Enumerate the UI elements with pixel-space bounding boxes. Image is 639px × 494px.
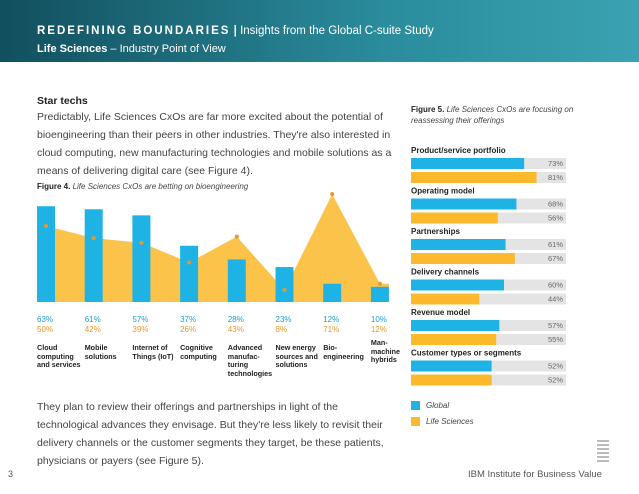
header-band — [0, 0, 639, 62]
bar — [411, 374, 492, 386]
value-label: 12% — [371, 325, 387, 334]
value-label: 8% — [276, 325, 288, 334]
value-label: 68% — [548, 199, 563, 208]
subtitle: Insights from the Global C-suite Study — [240, 25, 434, 37]
category-label: Partnerships — [411, 227, 460, 236]
dot — [139, 240, 144, 245]
bar — [84, 209, 103, 302]
value-label: 52% — [548, 375, 563, 384]
value-label: 60% — [548, 280, 563, 289]
bar — [411, 279, 504, 291]
legend-label: Life Sciences — [426, 417, 474, 426]
value-label: 50% — [37, 325, 53, 334]
value-label: 26% — [180, 325, 196, 334]
value-label: 61% — [548, 240, 563, 249]
category-label: Internet of Things (IoT) — [132, 343, 174, 361]
bar — [411, 158, 525, 169]
bar — [180, 245, 199, 302]
value-label: 55% — [548, 335, 563, 344]
value-label: 12% — [323, 315, 339, 324]
legend-swatch — [411, 417, 420, 426]
industry: Life Sciences — [37, 43, 108, 55]
dot — [187, 260, 192, 265]
value-label: 44% — [548, 294, 563, 303]
header-sub: Life Sciences – Industry Point of View — [37, 43, 226, 55]
dot — [44, 224, 48, 228]
value-label: 71% — [323, 325, 339, 334]
fig-title: Life Sciences CxOs are focusing on reass… — [411, 105, 574, 125]
bar — [411, 360, 492, 372]
fig-title: Life Sciences CxOs are betting on bioeng… — [72, 182, 249, 191]
heading: Star techs — [37, 95, 88, 107]
dot — [377, 281, 382, 286]
bar — [411, 239, 506, 250]
separator: | — [233, 25, 237, 37]
category-label: Advanced manufac-turing technologies — [227, 343, 273, 378]
bar — [323, 283, 342, 302]
category-label: New energy sources and solutions — [275, 343, 318, 369]
value-label: 42% — [85, 325, 101, 334]
value-label: 23% — [276, 315, 292, 324]
category-label: Mobile solutions — [84, 343, 117, 361]
category-label: Delivery channels — [411, 268, 480, 277]
value-label: 52% — [548, 361, 563, 370]
bar — [132, 215, 151, 302]
category-label: Bio-engineering — [323, 343, 364, 361]
bar — [37, 206, 55, 302]
brand: IBM Institute for Business Value — [468, 469, 602, 480]
value-label: 39% — [132, 325, 148, 334]
dot — [91, 236, 96, 241]
logo — [597, 440, 609, 462]
category-label: Product/service portfolio — [411, 146, 506, 155]
bar — [411, 212, 498, 224]
value-label: 81% — [548, 173, 563, 182]
value-label: 37% — [180, 315, 196, 324]
value-label: 57% — [548, 321, 563, 330]
bar — [370, 286, 389, 302]
value-label: 10% — [371, 315, 387, 324]
dot — [282, 287, 287, 292]
category-label: Cognitive computing — [180, 343, 217, 361]
category-label: Operating model — [411, 187, 475, 196]
value-label: 57% — [132, 315, 148, 324]
bar — [275, 267, 294, 302]
legend-label: Global — [426, 401, 449, 410]
bar — [411, 172, 537, 183]
category-label: Cloud computing and services — [37, 343, 81, 369]
value-label: 56% — [548, 213, 563, 222]
value-label: 73% — [548, 159, 563, 168]
bar — [227, 259, 246, 302]
page-number: 3 — [8, 469, 14, 479]
bar — [411, 253, 515, 264]
title: REDEFINING BOUNDARIES — [37, 25, 231, 37]
paragraph: Predictably, Life Sciences CxOs are far … — [37, 111, 392, 177]
value-label: 63% — [37, 315, 53, 324]
fig-label: Figure 4. — [37, 182, 71, 191]
fig4-caption: Figure 4. Life Sciences CxOs are betting… — [37, 182, 248, 191]
category-label: Customer types or segments — [411, 349, 522, 358]
value-label: 67% — [548, 254, 563, 263]
bar — [411, 293, 480, 305]
value-label: 61% — [85, 315, 101, 324]
value-label: 43% — [228, 325, 244, 334]
value-label: 28% — [228, 315, 244, 324]
paragraph-2: They plan to review their offerings and … — [37, 401, 384, 467]
track — [411, 293, 566, 305]
category-label: Man-machine hybrids — [370, 338, 401, 364]
fig5-caption: Figure 5. Life Sciences CxOs are focusin… — [411, 104, 576, 126]
fig-label: Figure 5. — [411, 105, 445, 114]
bar — [411, 320, 500, 331]
bar — [411, 198, 517, 210]
header-title: REDEFINING BOUNDARIES | Insights from th… — [37, 25, 434, 37]
area — [38, 194, 389, 302]
bar — [411, 334, 497, 345]
dot — [234, 234, 239, 239]
category-label: Revenue model — [411, 308, 470, 317]
industry-rest: – Industry Point of View — [110, 43, 226, 55]
dot — [330, 192, 335, 197]
legend-swatch — [411, 401, 420, 410]
